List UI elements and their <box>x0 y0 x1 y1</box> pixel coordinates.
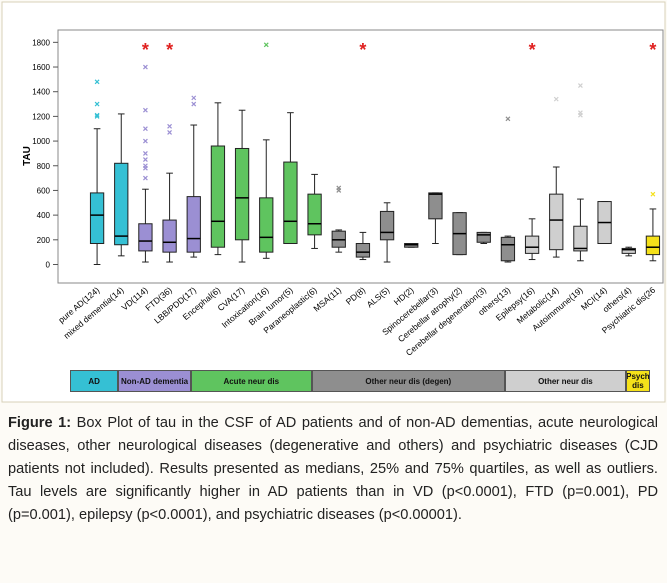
box <box>259 197 274 253</box>
outlier <box>142 157 148 163</box>
box <box>549 193 564 251</box>
caption-label: Figure 1: <box>8 415 72 431</box>
outlier <box>167 130 173 135</box>
significance-mark: * <box>166 40 173 60</box>
box <box>89 192 105 245</box>
outlier <box>142 175 148 181</box>
outlier <box>577 83 583 88</box>
box <box>476 231 491 243</box>
group-band: Psych dis <box>625 370 650 392</box>
box <box>114 162 129 246</box>
caption-text: Box Plot of tau in the CSF of AD patient… <box>8 415 658 523</box>
y-tick-label: 200 <box>37 236 51 245</box>
box <box>138 223 153 252</box>
box <box>355 243 371 258</box>
box <box>524 235 540 254</box>
outlier <box>167 123 173 129</box>
significance-mark: * <box>529 40 536 60</box>
caption: Figure 1: Box Plot of tau in the CSF of … <box>8 412 658 527</box>
y-tick-label: 800 <box>37 162 51 171</box>
outlier <box>336 185 342 191</box>
y-tick-label: 1200 <box>32 112 50 121</box>
box <box>573 225 588 252</box>
group-band: Other neur dis (degen) <box>311 370 505 392</box>
box <box>379 210 395 241</box>
group-band: Acute neur dis <box>190 370 312 392</box>
outlier <box>191 95 197 101</box>
y-tick-label: 1800 <box>32 38 50 47</box>
box <box>645 235 661 256</box>
outlier <box>191 101 197 107</box>
y-tick-label: 600 <box>37 186 51 195</box>
box <box>162 219 177 253</box>
outlier <box>142 150 148 156</box>
significance-mark: * <box>649 40 656 60</box>
y-axis-label: TAU <box>22 146 33 166</box>
box <box>234 147 250 241</box>
box <box>283 161 298 245</box>
outlier <box>94 113 100 119</box>
outlier <box>94 101 100 107</box>
box <box>621 247 636 254</box>
chart: TAU 020040060080010001200140016001800pur… <box>1 1 666 403</box>
outlier <box>94 112 100 118</box>
significance-mark: * <box>359 40 366 60</box>
outlier <box>94 79 100 85</box>
outlier <box>505 116 511 122</box>
box <box>210 145 226 248</box>
outlier <box>142 138 148 144</box>
y-tick-label: 0 <box>46 260 51 269</box>
outlier <box>553 96 559 102</box>
group-band: Other neur dis <box>505 370 626 392</box>
y-tick-label: 1400 <box>32 88 50 97</box>
plot-frame <box>57 29 664 284</box>
box <box>428 192 443 220</box>
outlier <box>142 163 148 169</box>
outlier <box>263 42 269 48</box>
box <box>307 193 322 236</box>
box <box>186 196 201 253</box>
outlier <box>142 64 148 70</box>
outlier <box>650 191 656 197</box>
outlier <box>142 126 148 132</box>
y-tick-label: 1600 <box>32 63 50 72</box>
outlier <box>142 107 148 113</box>
group-band: AD <box>70 370 119 392</box>
outlier <box>577 110 583 116</box>
significance-mark: * <box>142 40 149 60</box>
y-tick-label: 400 <box>37 211 51 220</box>
group-band: Non-AD dementia <box>118 370 191 392</box>
box <box>500 236 516 262</box>
y-tick-label: 1000 <box>32 137 50 146</box>
